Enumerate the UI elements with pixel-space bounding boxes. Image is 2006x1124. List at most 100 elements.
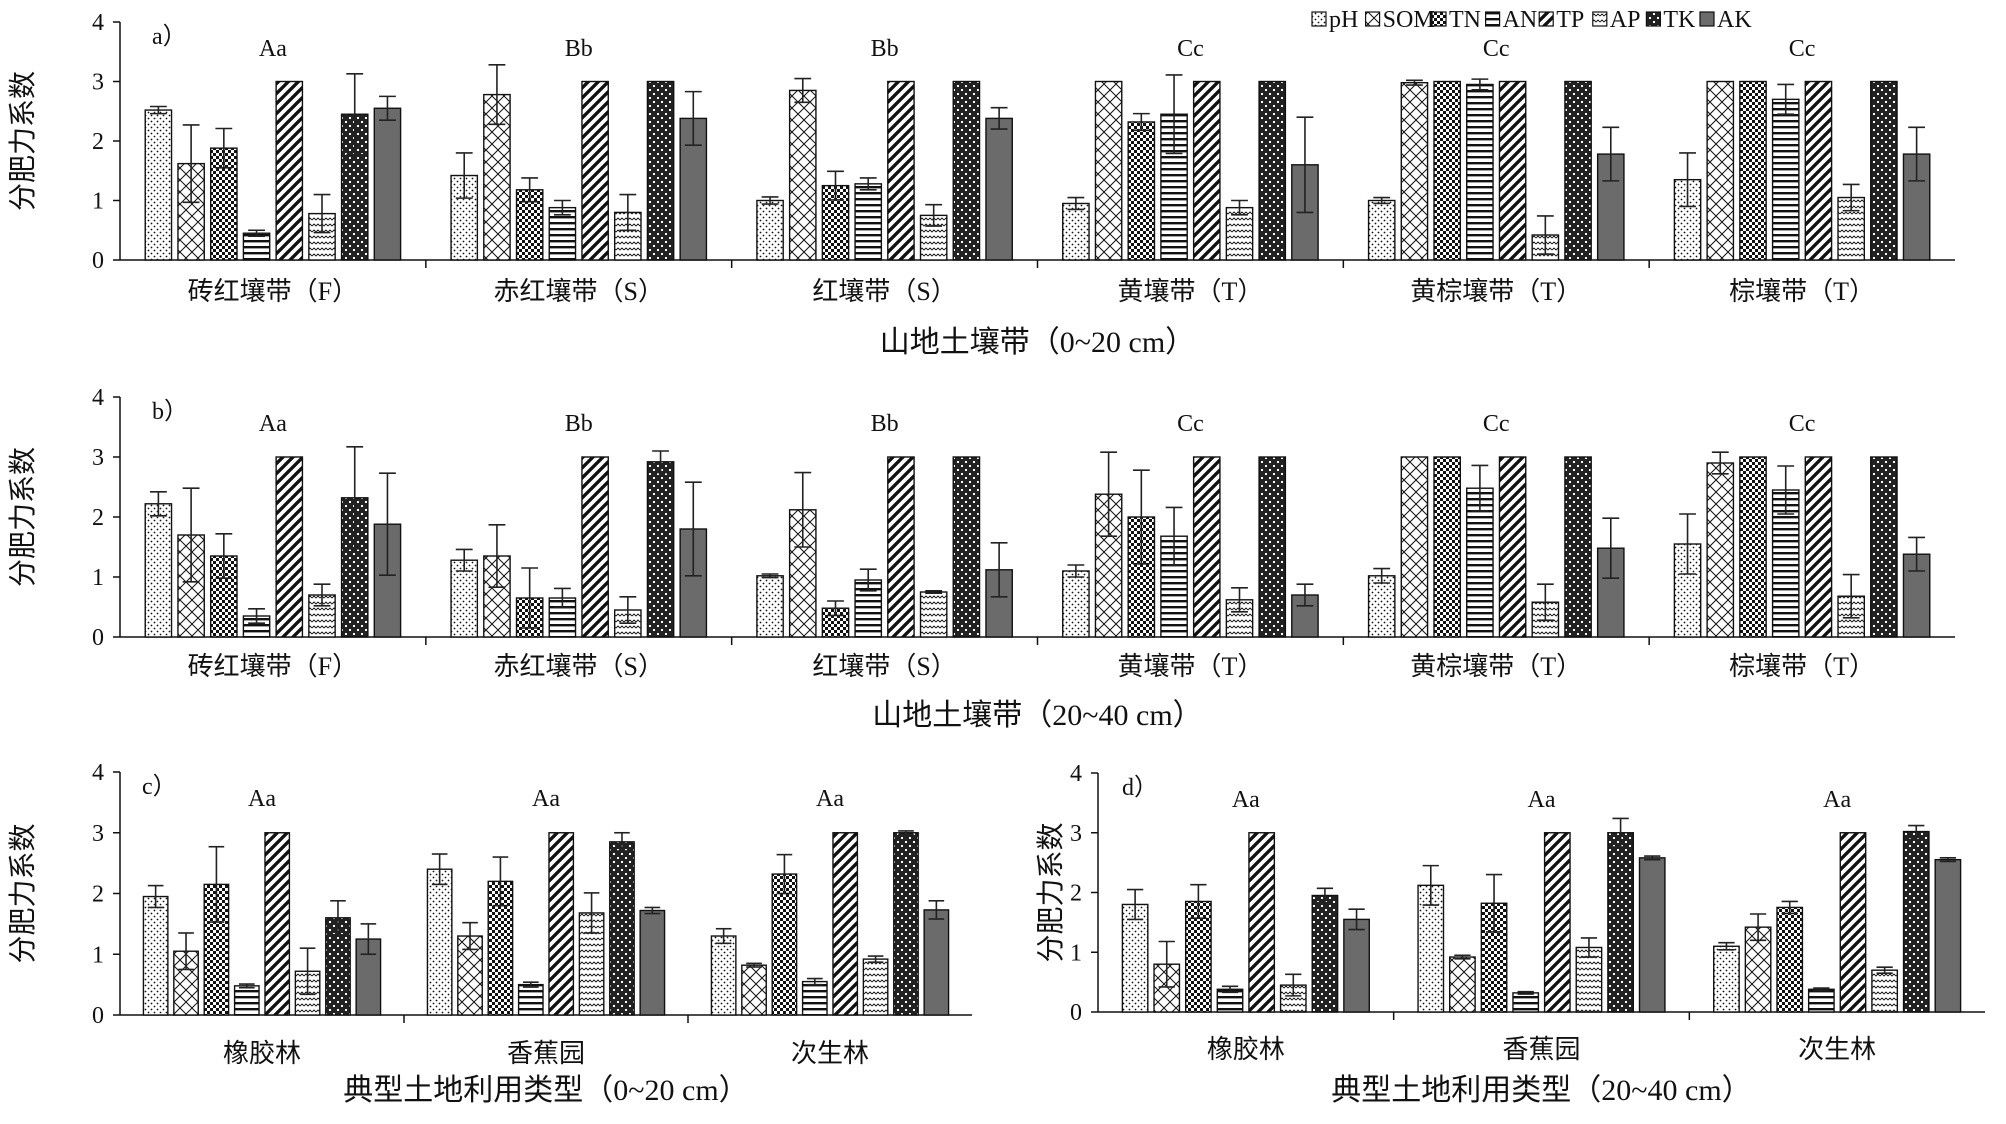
error-bar xyxy=(583,892,600,934)
x-axis-title: 典型土地利用类型（0~20 cm） xyxy=(343,1074,748,1107)
bar-tp xyxy=(548,832,575,1016)
error-bar xyxy=(553,199,571,216)
legend-swatch xyxy=(1364,11,1381,27)
error-bar xyxy=(455,548,473,572)
category-label: 棕壤带（T） xyxy=(1729,277,1875,306)
error-bar xyxy=(1781,900,1798,915)
y-tick-label: 1 xyxy=(92,189,104,215)
bar-an xyxy=(517,983,544,1016)
error-bar xyxy=(794,471,812,548)
error-bar xyxy=(1679,513,1696,575)
bar-ak xyxy=(373,107,402,261)
panel-tag: a） xyxy=(152,24,187,50)
error-bar xyxy=(1165,506,1183,566)
y-tick-label: 4 xyxy=(92,385,104,411)
y-axis-title: 分肥力系数 xyxy=(7,823,39,963)
bar-an xyxy=(1807,988,1835,1013)
category-label: 黄壤带（T） xyxy=(1117,277,1263,306)
category-label: 香蕉园 xyxy=(507,1039,585,1068)
bar-tk xyxy=(1258,80,1287,261)
bar-ph xyxy=(426,868,453,1016)
bar-tk xyxy=(609,841,635,1016)
bar-an xyxy=(233,985,260,1016)
group-label: Aa xyxy=(1528,787,1556,813)
group-label: Bb xyxy=(871,411,899,437)
error-bar xyxy=(330,899,346,936)
bar-tk xyxy=(1607,832,1635,1013)
error-bar xyxy=(488,523,506,589)
category-label: 橡胶林 xyxy=(1207,1035,1285,1064)
error-bar xyxy=(313,193,331,234)
error-bar xyxy=(215,532,233,580)
bar-an xyxy=(854,183,883,261)
legend-item-tn: TN xyxy=(1431,7,1481,33)
error-bar xyxy=(431,853,448,886)
legend-swatch xyxy=(1592,11,1608,27)
bar-ph xyxy=(1367,575,1396,638)
error-bar xyxy=(1580,937,1598,958)
bar-som xyxy=(788,89,817,261)
bar-tk xyxy=(646,461,675,638)
error-bar xyxy=(1813,987,1830,992)
error-bar xyxy=(1316,887,1334,904)
error-bar xyxy=(1485,873,1503,933)
group-label: Aa xyxy=(816,786,844,812)
error-bar xyxy=(455,152,473,199)
error-bar xyxy=(827,600,844,617)
error-bar xyxy=(1908,536,1926,572)
error-bar xyxy=(684,90,702,146)
error-bar xyxy=(1939,857,1957,863)
bar-tn xyxy=(1433,456,1462,638)
bar-tk xyxy=(1902,830,1930,1013)
error-bar xyxy=(182,487,200,583)
error-bar xyxy=(1602,126,1620,182)
bar-tp xyxy=(264,832,291,1016)
y-tick-label: 3 xyxy=(92,70,104,96)
category-label: 赤红壤带（S） xyxy=(494,652,664,681)
error-bar xyxy=(794,77,812,104)
bar-an xyxy=(1771,98,1800,261)
y-tick-label: 4 xyxy=(1070,761,1082,787)
error-bar xyxy=(1612,817,1629,848)
bar-tn xyxy=(1184,900,1212,1013)
error-bar xyxy=(1422,864,1439,906)
error-bar xyxy=(149,490,167,517)
error-bar xyxy=(1517,990,1534,995)
error-bar xyxy=(806,977,823,986)
error-bar xyxy=(299,947,316,996)
error-bar xyxy=(990,541,1008,598)
chart-panel-d: 0 1 2 3 4 分肥力系数 d） 橡胶林 Aa 香蕉园 Aa 次生林 Aa 典型土地利用类型（20~4… xyxy=(1035,761,1985,1107)
y-tick-label: 2 xyxy=(92,129,104,155)
error-bar xyxy=(859,177,877,191)
bar-tn xyxy=(771,873,798,1016)
category-label: 砖红壤带（F） xyxy=(188,277,358,306)
error-bar xyxy=(1296,583,1314,607)
error-bar xyxy=(521,177,539,203)
panel-tag: d） xyxy=(1122,775,1158,801)
legend-swatch xyxy=(1538,11,1554,27)
bar-an xyxy=(1160,113,1188,261)
error-bar xyxy=(684,481,702,577)
error-bar xyxy=(149,105,167,115)
legend-swatch xyxy=(1311,11,1327,27)
category-label: 砖红壤带（F） xyxy=(188,652,358,681)
error-bar xyxy=(1842,573,1860,619)
error-bar xyxy=(1067,564,1085,578)
bar-ph xyxy=(144,503,173,638)
bar-tp xyxy=(1498,80,1527,261)
y-tick-label: 0 xyxy=(1070,1000,1082,1026)
bar-tp xyxy=(1248,832,1276,1013)
error-bar xyxy=(619,193,637,232)
error-bar xyxy=(1679,152,1696,208)
error-bar xyxy=(521,567,539,629)
group-label: Bb xyxy=(565,411,593,437)
error-bar xyxy=(313,583,331,607)
bar-tp xyxy=(1804,456,1833,638)
bar-tp xyxy=(887,456,915,638)
error-bar xyxy=(1842,183,1860,212)
group-label: Aa xyxy=(1232,787,1260,813)
error-bar xyxy=(1348,908,1365,931)
category-label: 棕壤带（T） xyxy=(1729,652,1875,681)
error-bar xyxy=(1777,465,1795,515)
